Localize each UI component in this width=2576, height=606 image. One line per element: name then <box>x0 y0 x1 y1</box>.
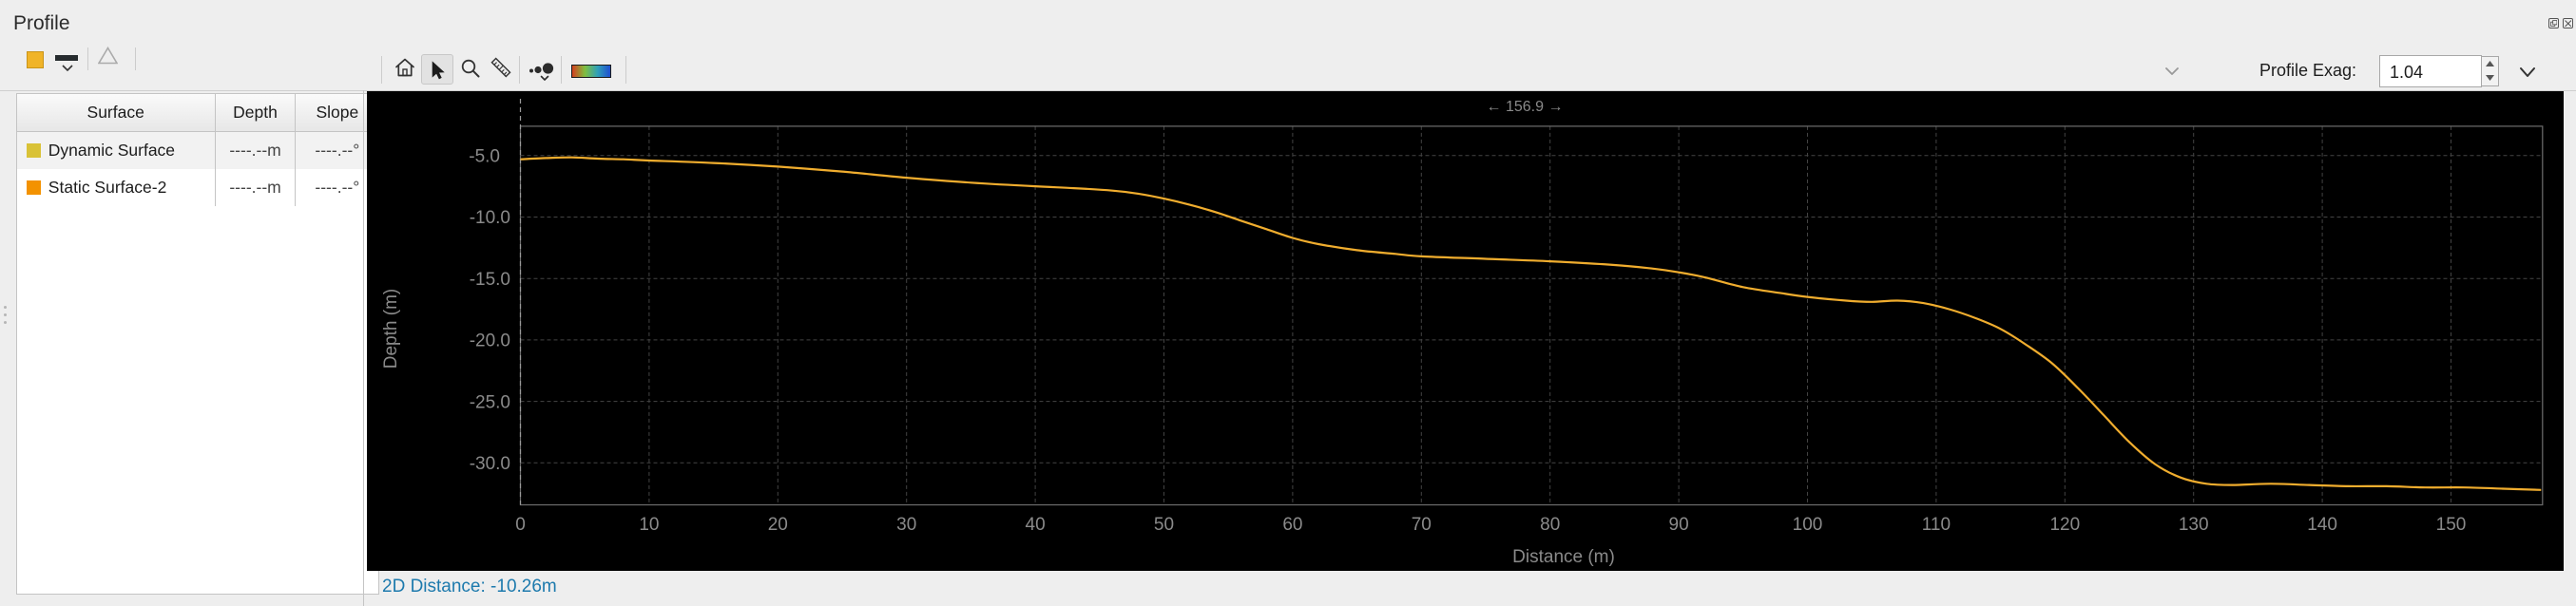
svg-text:-20.0: -20.0 <box>470 331 510 351</box>
svg-text:← 156.9 →: ← 156.9 → <box>1487 99 1564 115</box>
svg-text:-15.0: -15.0 <box>470 270 510 290</box>
svg-text:-5.0: -5.0 <box>469 147 500 167</box>
svg-text:110: 110 <box>1922 515 1951 535</box>
svg-text:Depth (m): Depth (m) <box>381 289 401 369</box>
svg-text:100: 100 <box>1793 515 1823 535</box>
svg-text:Distance (m): Distance (m) <box>1512 547 1615 567</box>
svg-text:140: 140 <box>2307 515 2337 535</box>
svg-text:20: 20 <box>768 515 788 535</box>
svg-text:-30.0: -30.0 <box>470 454 510 474</box>
svg-text:70: 70 <box>1412 515 1432 535</box>
svg-text:-25.0: -25.0 <box>470 392 510 412</box>
svg-text:40: 40 <box>1026 515 1046 535</box>
svg-text:90: 90 <box>1669 515 1689 535</box>
svg-text:50: 50 <box>1154 515 1174 535</box>
svg-text:60: 60 <box>1282 515 1302 535</box>
svg-text:150: 150 <box>2436 515 2467 535</box>
svg-text:10: 10 <box>639 515 659 535</box>
svg-text:30: 30 <box>896 515 916 535</box>
svg-text:-10.0: -10.0 <box>470 208 510 228</box>
svg-text:130: 130 <box>2179 515 2209 535</box>
svg-text:80: 80 <box>1540 515 1560 535</box>
svg-text:0: 0 <box>515 515 526 535</box>
svg-text:120: 120 <box>2049 515 2080 535</box>
